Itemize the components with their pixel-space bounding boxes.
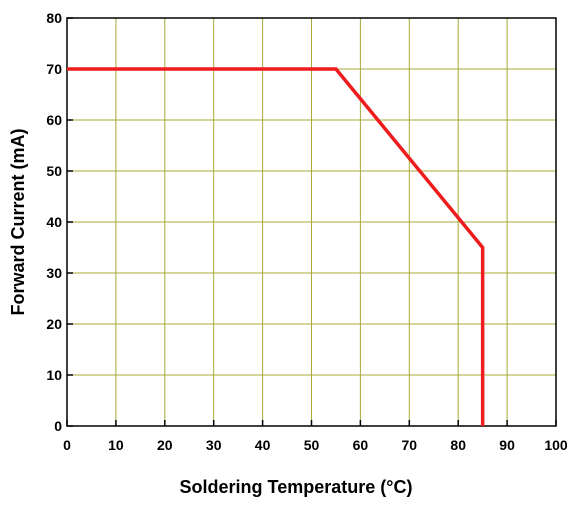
y-tick-label: 30 xyxy=(46,265,62,281)
y-axis-label: Forward Current (mA) xyxy=(8,128,28,315)
x-tick-label: 60 xyxy=(353,437,369,453)
x-tick-label: 10 xyxy=(108,437,124,453)
y-tick-label: 70 xyxy=(46,61,62,77)
plot-frame xyxy=(66,17,557,427)
y-tick-label: 10 xyxy=(46,367,62,383)
x-tick-label: 50 xyxy=(304,437,320,453)
data-line xyxy=(67,67,485,426)
x-axis-label: Soldering Temperature (°C) xyxy=(180,477,413,497)
x-tick-label: 0 xyxy=(63,437,71,453)
x-tick-label: 30 xyxy=(206,437,222,453)
y-tick-label: 20 xyxy=(46,316,62,332)
x-tick-label: 80 xyxy=(450,437,466,453)
x-tick-label: 20 xyxy=(157,437,173,453)
x-tick-label: 70 xyxy=(402,437,418,453)
y-tick-label: 80 xyxy=(46,10,62,26)
y-tick-label: 60 xyxy=(46,112,62,128)
y-tick-label: 40 xyxy=(46,214,62,230)
y-tick-label: 0 xyxy=(54,418,62,434)
y-tick-label: 50 xyxy=(46,163,62,179)
x-tick-label: 90 xyxy=(499,437,515,453)
x-tick-label: 40 xyxy=(255,437,271,453)
x-tick-label: 100 xyxy=(544,437,568,453)
